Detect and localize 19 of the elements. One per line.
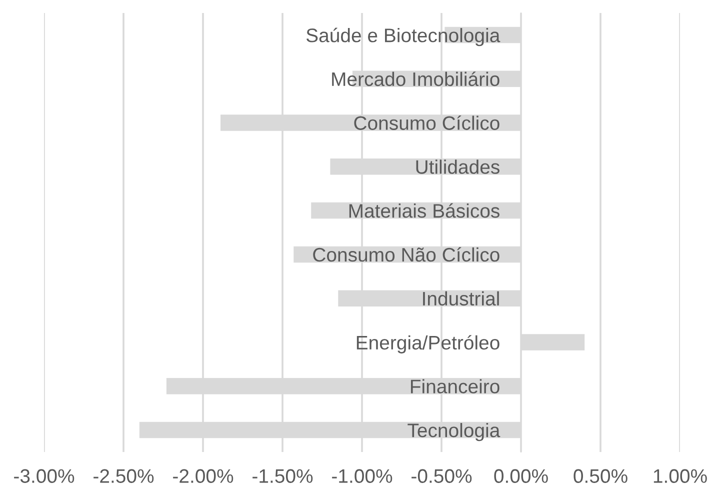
y-tick-label: Industrial xyxy=(423,291,499,306)
x-tick-label: -2.00% xyxy=(173,469,234,483)
x-tick-label: -2.50% xyxy=(94,469,154,483)
y-tick-label: Materiais Básicos xyxy=(349,203,500,218)
y-tick-label: Utilidades xyxy=(416,160,500,174)
x-tick-label: 0.50% xyxy=(574,469,628,483)
y-tick-label: Energia/Petróleo xyxy=(356,335,500,354)
x-tick-label: -1.50% xyxy=(252,469,313,483)
x-tick-label: -3.00% xyxy=(14,469,74,483)
x-tick-label: -1.00% xyxy=(332,469,392,483)
x-tick-label: -0.50% xyxy=(412,469,472,483)
y-tick-label: Saúde e Biotecnologia xyxy=(306,28,500,46)
x-tick-label: 0.00% xyxy=(494,469,548,483)
y-tick-label: Financeiro xyxy=(410,379,500,394)
x-tick-label: 1.00% xyxy=(654,469,707,483)
y-tick-label: Consumo Não Cíclico xyxy=(313,247,500,262)
y-tick-label: Consumo Cíclico xyxy=(354,115,500,130)
y-tick-label: Mercado Imobiliário xyxy=(332,72,500,86)
y-tick-label: Tecnologia xyxy=(408,423,500,442)
